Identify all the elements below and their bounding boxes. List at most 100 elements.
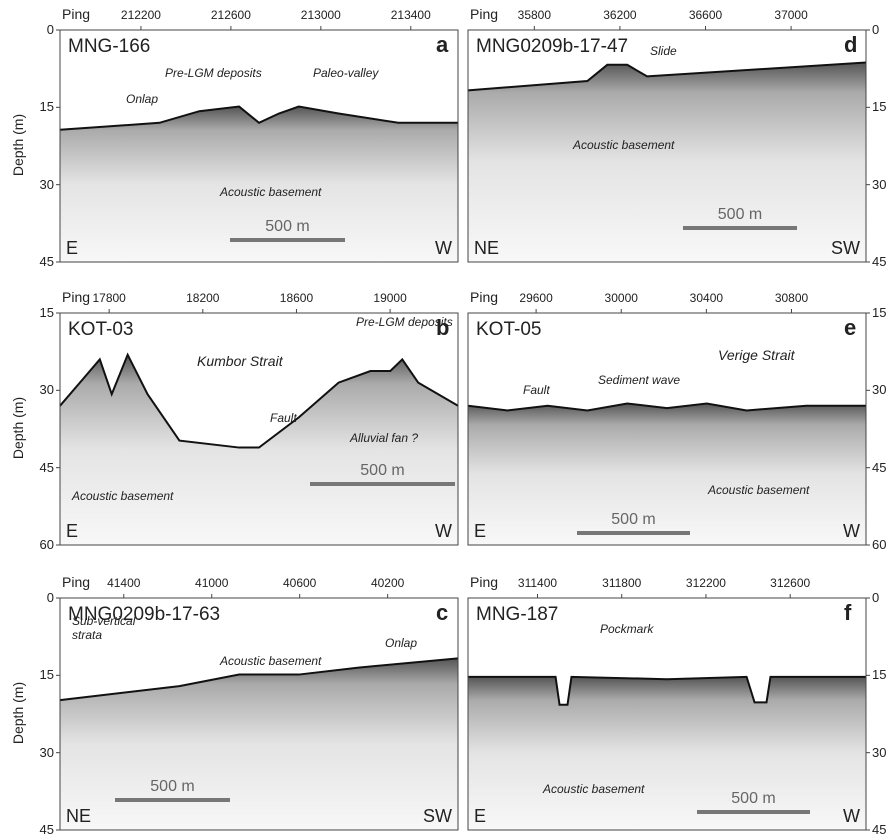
annotation: Sediment wave [598,373,680,387]
y-tick-label: 45 [28,460,54,475]
x-tick-label: 35800 [504,8,564,22]
ping-label: Ping [62,574,90,590]
y-tick-label: 45 [872,822,886,836]
y-tick-label: 45 [872,254,886,269]
profile-name: MNG-187 [476,604,558,626]
y-tick-label: 0 [28,590,54,605]
scale-label: 500 m [577,511,690,529]
y-tick-label: 0 [28,22,54,37]
ping-label: Ping [470,6,498,22]
annotation: Acoustic basement [708,483,809,497]
y-tick-label: 30 [28,745,54,760]
ping-label: Ping [62,6,90,22]
panel-letter: c [436,600,448,626]
annotation: Fault [523,383,550,397]
y-tick-label: 30 [872,177,886,192]
direction-left: NE [66,806,91,827]
annotation: Acoustic basement [220,654,321,668]
direction-right: W [398,521,452,542]
annotation: Acoustic basement [220,185,321,199]
y-axis-title: Depth (m) [10,378,26,478]
x-tick-label: 212200 [111,8,171,22]
y-tick-label: 15 [872,667,886,682]
direction-left: NE [474,238,499,259]
seismic-profile [468,62,866,262]
x-tick-label: 41000 [182,576,242,590]
figure-graphics [0,0,894,836]
annotation: Kumbor Strait [197,353,283,369]
x-tick-label: 312200 [676,576,736,590]
y-tick-label: 30 [28,177,54,192]
profile-name: MNG0209b-17-47 [476,36,628,58]
profile-name: KOT-05 [476,319,541,341]
y-tick-label: 15 [872,99,886,114]
direction-right: W [398,238,452,259]
x-tick-label: 30800 [762,291,822,305]
annotation: Acoustic basement [573,138,674,152]
direction-right: W [806,521,860,542]
x-tick-label: 213000 [291,8,351,22]
profile-name: MNG-166 [68,36,150,58]
x-tick-label: 311800 [592,576,652,590]
y-tick-label: 45 [872,460,886,475]
x-tick-label: 17800 [79,291,139,305]
x-tick-label: 36200 [590,8,650,22]
y-tick-label: 15 [872,305,886,320]
panel-letter: f [844,600,851,626]
y-tick-label: 15 [28,667,54,682]
x-tick-label: 212600 [201,8,261,22]
x-tick-label: 36600 [676,8,736,22]
y-tick-label: 30 [872,382,886,397]
x-tick-label: 213400 [381,8,441,22]
x-tick-label: 40600 [270,576,330,590]
x-tick-label: 311400 [507,576,567,590]
y-tick-label: 30 [872,745,886,760]
annotation: Acoustic basement [72,489,173,503]
y-tick-label: 45 [28,822,54,836]
x-tick-label: 41400 [94,576,154,590]
y-tick-label: 0 [872,590,879,605]
x-tick-label: 312600 [760,576,820,590]
direction-left: E [474,521,486,542]
annotation: Sub-vertical strata [72,614,152,642]
annotation: Verige Strait [718,347,795,363]
annotation: Acoustic basement [543,782,644,796]
annotation: Pre-LGM deposits [356,315,453,329]
direction-left: E [66,238,78,259]
y-axis-title: Depth (m) [10,95,26,195]
y-tick-label: 15 [28,99,54,114]
annotation: Onlap [385,636,417,650]
direction-right: SW [398,806,452,827]
x-tick-label: 30400 [676,291,736,305]
scale-label: 500 m [683,206,797,224]
scale-label: 500 m [310,462,455,480]
y-tick-label: 15 [28,305,54,320]
direction-left: E [66,521,78,542]
annotation: Pre-LGM deposits [165,66,262,80]
annotation: Slide [650,44,677,58]
profile-name: KOT-03 [68,319,133,341]
x-tick-label: 29600 [506,291,566,305]
y-tick-label: 60 [872,537,886,552]
seismic-profile [60,658,458,830]
x-tick-label: 37000 [761,8,821,22]
ping-label: Ping [470,574,498,590]
y-axis-title: Depth (m) [10,663,26,763]
ping-label: Ping [470,289,498,305]
panel-letter: d [844,32,857,58]
figure: Ping2122002126002130002134000153045Depth… [0,0,894,836]
annotation: Paleo-valley [313,66,378,80]
y-tick-label: 45 [28,254,54,269]
scale-label: 500 m [115,778,230,796]
direction-left: E [474,806,486,827]
direction-right: SW [806,238,860,259]
x-tick-label: 18600 [266,291,326,305]
annotation: Onlap [126,92,158,106]
y-tick-label: 60 [28,537,54,552]
x-tick-label: 40200 [358,576,418,590]
seismic-profile [60,355,458,545]
y-tick-label: 30 [28,382,54,397]
x-tick-label: 18200 [173,291,233,305]
annotation: Fault [270,411,297,425]
direction-right: W [806,806,860,827]
